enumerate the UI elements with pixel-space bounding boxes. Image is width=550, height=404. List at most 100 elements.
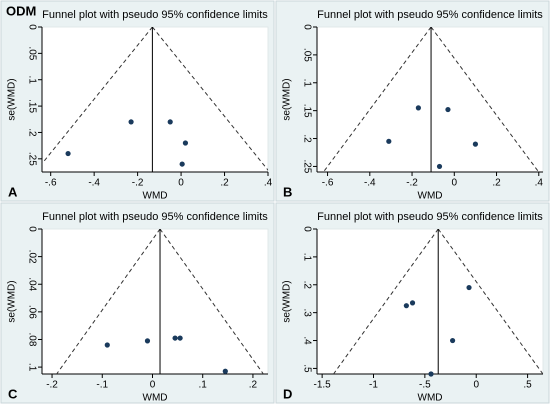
y-tick-label: .25	[26, 152, 37, 166]
panel-title: Funnel plot with pseudo 95% confidence l…	[317, 9, 543, 21]
panel-letter: A	[8, 184, 18, 199]
y-tick-label: .06	[26, 305, 37, 319]
panel-title: Funnel plot with pseudo 95% confidence l…	[42, 211, 268, 223]
study-point	[466, 284, 472, 291]
x-tick-label: .4	[264, 178, 273, 189]
confidence-limit	[152, 27, 268, 171]
x-axis-label: WMD	[418, 393, 443, 404]
study-point	[65, 150, 71, 157]
figure-label: ODM	[6, 3, 36, 18]
study-point	[450, 337, 456, 344]
panel-letter: B	[283, 184, 292, 199]
x-tick-label: .5	[523, 380, 532, 391]
panel-letter: D	[283, 386, 292, 401]
y-tick-label: .04	[26, 277, 37, 291]
funnel-lines	[333, 229, 543, 374]
y-tick-label: .4	[301, 336, 312, 345]
study-point	[172, 335, 178, 341]
y-tick-label: .02	[26, 250, 37, 264]
study-point	[415, 105, 421, 111]
plot-area	[316, 228, 544, 375]
panel-title: Funnel plot with pseudo 95% confidence l…	[42, 9, 268, 21]
confidence-limit	[42, 27, 153, 165]
x-tick-label: -.2	[406, 178, 418, 189]
funnel-lines	[42, 27, 268, 172]
x-tick-label: -.6	[322, 178, 334, 189]
x-tick-label: -.1	[96, 380, 108, 391]
y-tick-label: .1	[301, 253, 312, 262]
y-tick-label: .3	[301, 308, 312, 317]
study-point	[409, 300, 416, 306]
y-tick-label: .1	[26, 76, 37, 85]
x-axis-label: WMD	[143, 191, 168, 202]
y-tick-label: 0	[301, 24, 312, 30]
study-point	[436, 163, 443, 170]
y-tick-label: 0	[26, 226, 37, 232]
x-tick-label: 0	[178, 178, 184, 189]
panel-letter: C	[8, 386, 18, 401]
plot-area	[41, 228, 269, 375]
x-tick-label: -.2	[46, 380, 58, 391]
x-tick-label: -.5	[419, 380, 431, 391]
confidence-limit	[56, 229, 161, 374]
study-point	[472, 141, 479, 147]
x-tick-label: -1	[369, 380, 378, 391]
panel: Funnel plot with pseudo 95% confidence l…	[275, 202, 550, 404]
x-tick-label: -.4	[364, 178, 376, 189]
panel: Funnel plot with pseudo 95% confidence l…	[0, 202, 275, 404]
x-tick-label: .2	[492, 178, 501, 189]
y-tick-label: .05	[26, 46, 37, 60]
y-tick-label: 0	[301, 226, 312, 232]
study-point	[445, 106, 451, 113]
y-axis-label: se(WMD)	[282, 280, 293, 322]
x-tick-label: 0	[452, 178, 458, 189]
confidence-limit	[333, 229, 439, 374]
x-tick-label: 0	[473, 380, 479, 391]
study-point	[167, 119, 173, 125]
y-axis-label: se(WMD)	[7, 280, 18, 322]
y-tick-label: .1	[26, 363, 37, 372]
confidence-limit	[437, 229, 543, 374]
x-tick-label: -.4	[88, 178, 100, 189]
y-tick-label: .2	[301, 281, 312, 290]
study-point	[104, 342, 110, 348]
study-point	[222, 368, 228, 374]
study-point	[182, 140, 189, 146]
funnel-lines	[323, 27, 540, 172]
y-tick-label: .15	[301, 104, 312, 118]
confidence-limit	[323, 27, 432, 172]
plot-area	[41, 26, 269, 173]
y-axis-label: se(WMD)	[282, 78, 293, 120]
y-tick-label: .15	[26, 99, 37, 113]
study-point	[428, 371, 434, 377]
study-point	[144, 338, 151, 344]
y-tick-label: .5	[301, 364, 312, 373]
x-axis-label: WMD	[418, 191, 443, 202]
x-axis-label: WMD	[143, 393, 168, 404]
y-tick-label: .25	[301, 159, 312, 173]
x-tick-label: 0	[150, 380, 156, 391]
y-tick-label: .1	[301, 79, 312, 88]
plot-area	[316, 26, 544, 173]
x-tick-label: .1	[199, 380, 208, 391]
x-tick-label: -.6	[45, 178, 57, 189]
panel: Funnel plot with pseudo 95% confidence l…	[0, 0, 275, 202]
x-tick-label: .4	[535, 178, 544, 189]
study-point	[403, 303, 409, 309]
funnel-lines	[56, 229, 264, 374]
study-point	[177, 335, 183, 341]
confidence-limit	[159, 229, 264, 374]
y-tick-label: .2	[26, 128, 37, 137]
study-point	[386, 138, 392, 144]
study-point	[179, 161, 185, 167]
x-tick-label: -1.5	[314, 380, 332, 391]
panel-title: Funnel plot with pseudo 95% confidence l…	[317, 211, 543, 223]
study-point	[128, 119, 134, 125]
y-tick-label: .08	[26, 333, 37, 347]
y-axis-label: se(WMD)	[7, 78, 18, 120]
y-tick-label: .2	[301, 134, 312, 143]
x-tick-label: -.2	[132, 178, 144, 189]
